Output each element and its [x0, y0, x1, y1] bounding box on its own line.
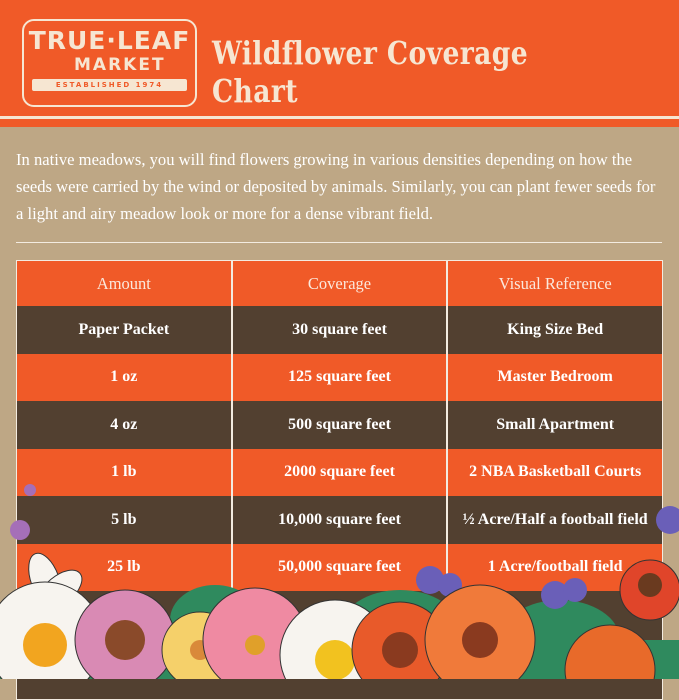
header-amount: Amount — [17, 261, 233, 306]
cell-reference: 2 NBA Basketball Courts — [469, 463, 642, 481]
cell-coverage: 50,000 square feet — [233, 543, 449, 591]
cell-coverage: 10,000 square feet — [233, 496, 449, 544]
table-row: 1 oz 125 square feet Master Bedroom — [17, 353, 662, 401]
cell-amount: Paper Packet — [17, 306, 233, 354]
table-row: Paper Packet 30 square feet King Size Be… — [17, 306, 662, 354]
cell-amount: 1 lb — [17, 448, 233, 496]
cell-reference: ½ Acre/Half a football field — [462, 510, 648, 528]
wildflower-illustration — [0, 484, 679, 679]
table-row: 4 oz 500 square feet Small Apartment — [17, 401, 662, 449]
header-banner: TRUE·LEAF MARKET ESTABLISHED 1974 Wildfl… — [0, 0, 679, 127]
header-coverage: Coverage — [233, 261, 449, 306]
table-row: 5 lb 10,000 square feet ½ Acre/Half a fo… — [17, 496, 662, 544]
cell-reference: King Size Bed — [507, 320, 604, 338]
orange-gaillardia — [351, 559, 679, 679]
table-header-row: Amount Coverage Visual Reference — [17, 261, 662, 306]
cell-coverage: 125 square feet — [233, 353, 449, 401]
logo-name-line1: TRUE·LEAF — [28, 26, 191, 55]
cell-amount: 4 oz — [17, 401, 233, 449]
purple-flowers — [10, 484, 679, 609]
cell-amount: 5 lb — [17, 496, 233, 544]
header-visual-reference: Visual Reference — [498, 273, 612, 293]
logo-established: ESTABLISHED 1974 — [32, 79, 187, 91]
cell-reference: 1 Acre/football field — [487, 558, 623, 576]
header-rule — [0, 116, 679, 119]
divider — [16, 242, 662, 243]
true-leaf-market-logo: TRUE·LEAF MARKET ESTABLISHED 1974 — [22, 19, 197, 107]
coverage-table: Amount Coverage Visual Reference Paper P… — [16, 260, 663, 700]
logo-name-line2: MARKET — [74, 55, 166, 75]
table-row: 1 lb 2000 square feet 2 NBA Basketball C… — [17, 448, 662, 496]
cell-amount: 1 oz — [17, 353, 233, 401]
pink-zinnia — [74, 589, 176, 679]
cell-reference: Small Apartment — [496, 415, 615, 433]
intro-paragraph: In native meadows, you will find flowers… — [16, 150, 656, 223]
cell-reference: Master Bedroom — [497, 368, 613, 386]
cell-coverage: 2000 square feet — [233, 448, 449, 496]
cell-coverage: 500 square feet — [233, 401, 449, 449]
cell-coverage: 30 square feet — [233, 306, 449, 354]
page-title: Wildflower Coverage Chart — [212, 34, 529, 110]
cell-amount: 25 lb — [17, 543, 233, 591]
